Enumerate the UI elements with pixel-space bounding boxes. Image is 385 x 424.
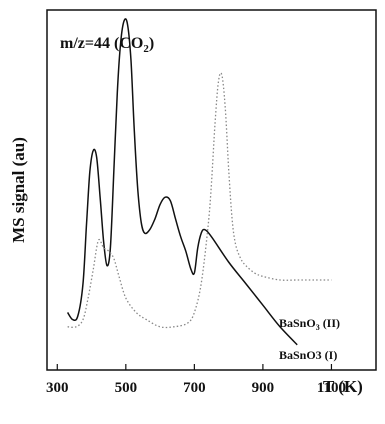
x-tick-label: 900 <box>252 380 275 396</box>
x-axis-label: T (K) <box>323 377 363 396</box>
legend-label-ii-subscript: 3 <box>316 323 320 332</box>
mz-annotation: m/z=44 (CO2) <box>60 35 154 55</box>
mz-annotation-prefix: m/z=44 (CO <box>60 35 143 52</box>
legend-label-basno3-ii: BaSnO3 (II) <box>279 316 340 332</box>
legend-label-basno3-i: BaSnO3 (I) <box>279 348 337 362</box>
x-tick-label: 1100 <box>317 380 346 396</box>
series-line-basno3-ii <box>67 72 332 329</box>
legend-label-ii-suffix: (II) <box>320 316 340 330</box>
x-tick-label: 500 <box>115 380 138 396</box>
plot-frame <box>46 9 377 371</box>
series-layer <box>66 18 332 346</box>
mz-annotation-subscript: 2 <box>143 43 149 55</box>
legend-label-ii-main: BaSnO <box>279 316 316 330</box>
x-ticks: 300 500 700 900 1100 <box>46 364 346 396</box>
x-tick-label: 300 <box>46 380 69 396</box>
mz-annotation-suffix: ) <box>149 35 154 52</box>
y-axis-label: MS signal (au) <box>9 137 28 243</box>
series-line-basno3-i <box>66 18 298 346</box>
x-tick-label: 700 <box>183 380 206 396</box>
